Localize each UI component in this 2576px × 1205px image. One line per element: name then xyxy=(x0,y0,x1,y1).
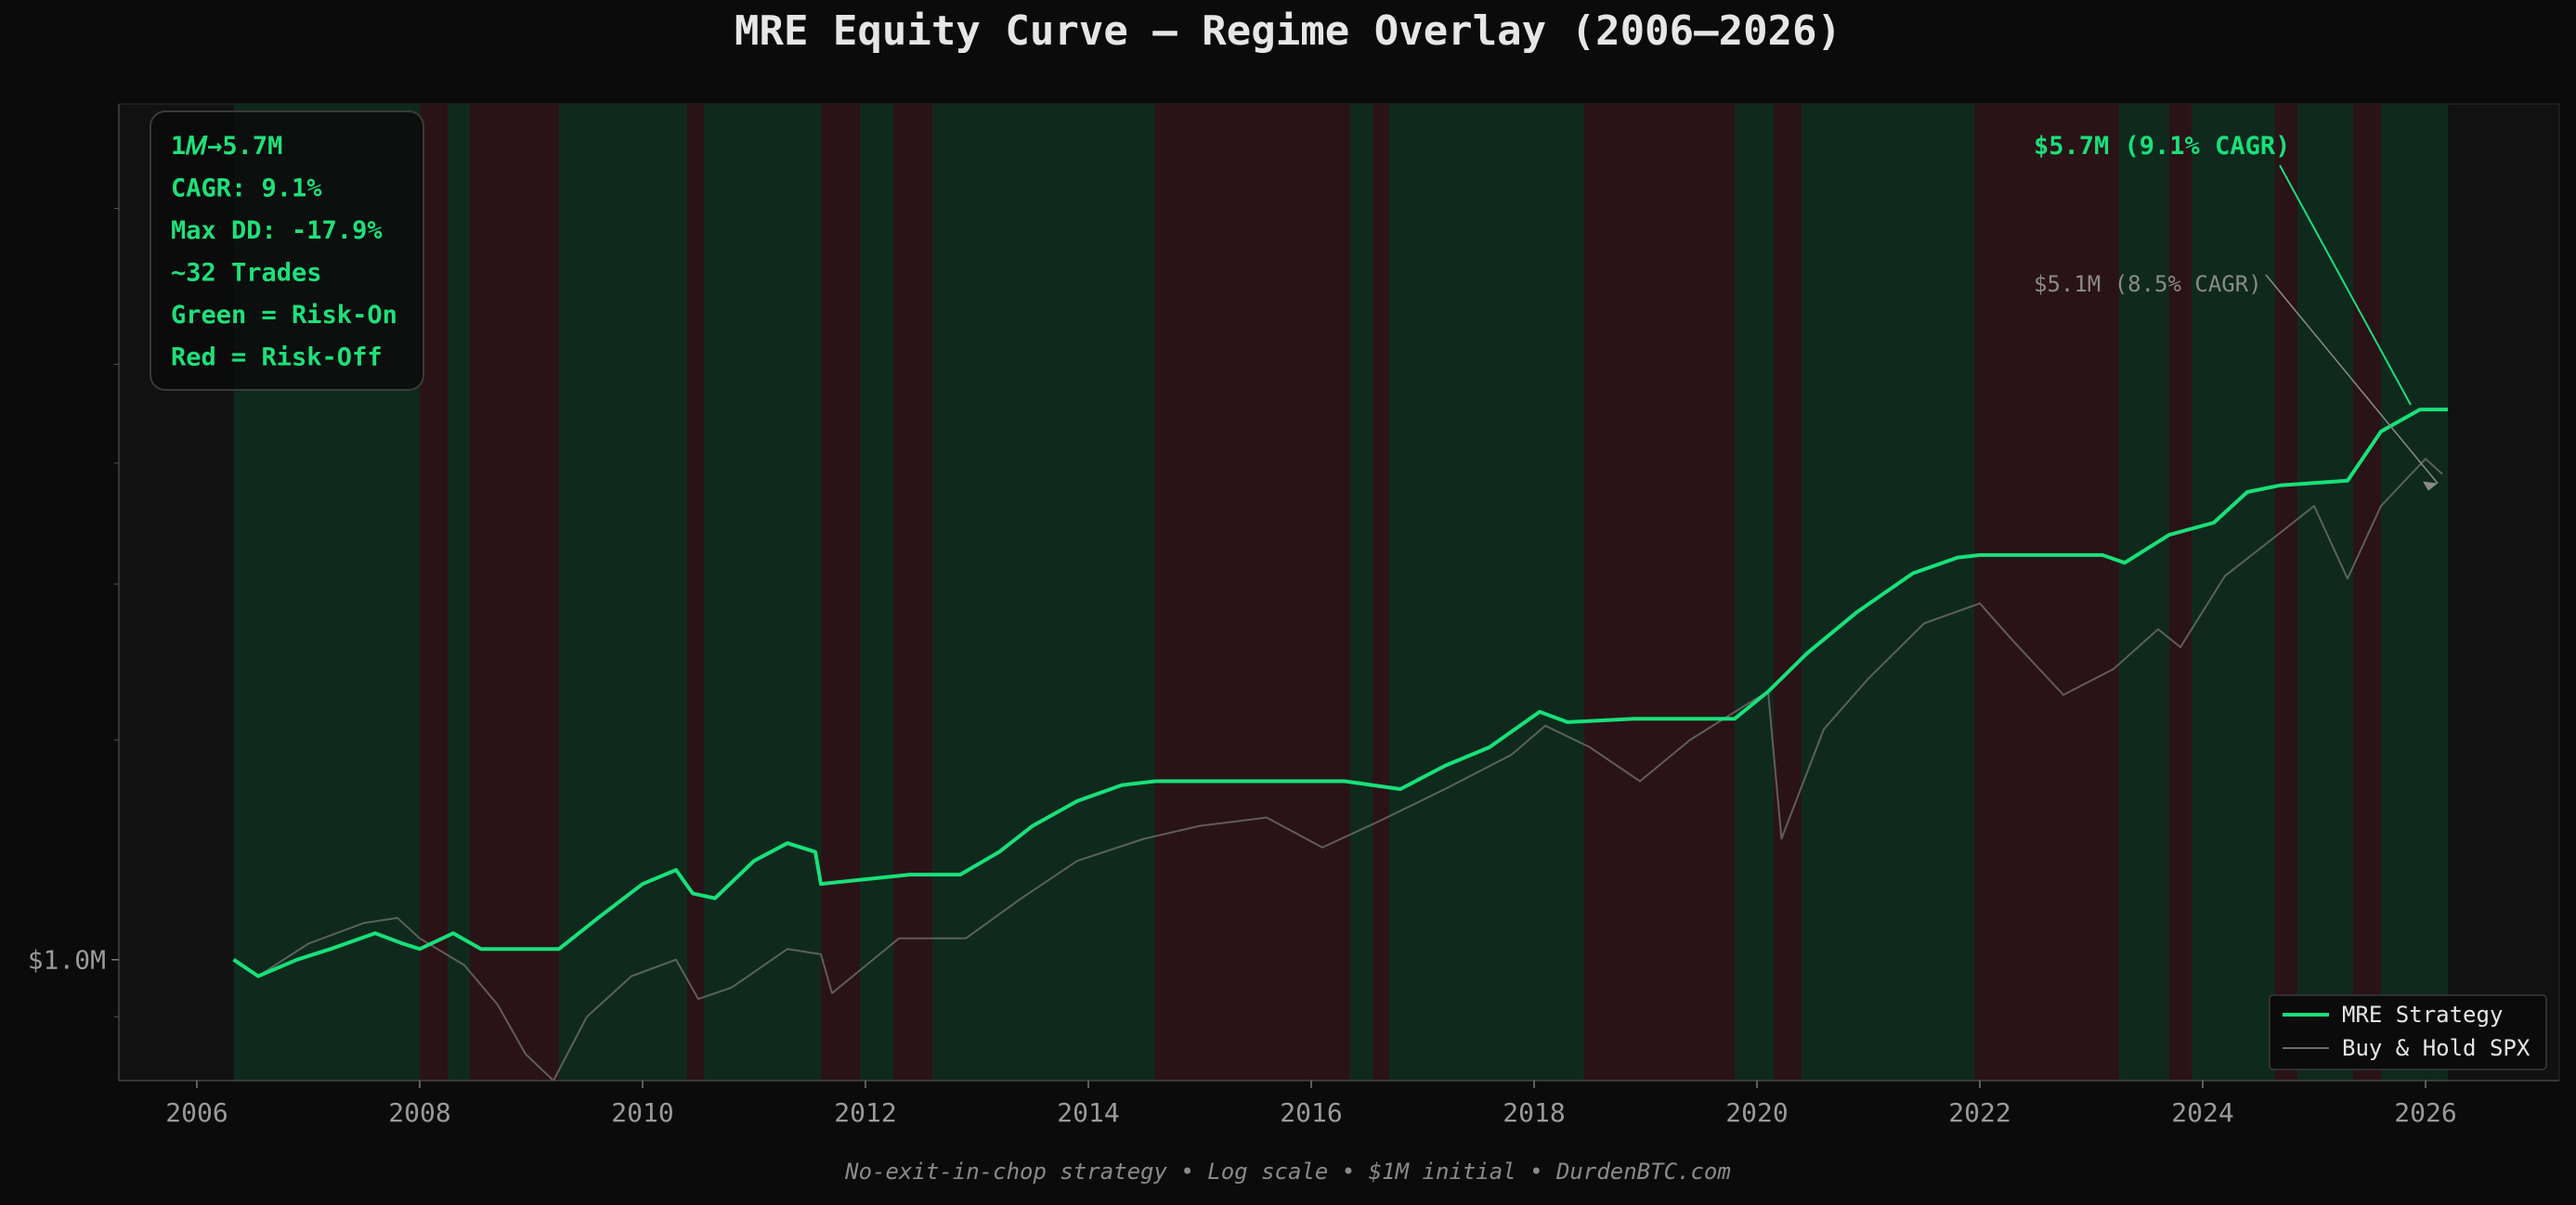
x-tick-label: 2014 xyxy=(1057,1097,1119,1128)
buy-hold-spx-line xyxy=(233,458,2443,1082)
regime-band-risk-off xyxy=(1974,104,2119,1081)
regime-band-risk-on xyxy=(704,104,821,1081)
regime-band-risk-on xyxy=(2297,104,2353,1081)
stats-box-frame xyxy=(150,110,424,391)
x-tick-label: 2008 xyxy=(388,1097,450,1128)
regime-band-risk-off xyxy=(2275,104,2297,1081)
y-tick-label: $1.0M xyxy=(28,945,106,976)
regime-band-risk-on xyxy=(860,104,893,1081)
x-tick-label: 2018 xyxy=(1503,1097,1565,1128)
legend-label: Buy & Hold SPX xyxy=(2342,1035,2530,1061)
x-tick-label: 2022 xyxy=(1948,1097,2010,1128)
annotation-spx-arrow xyxy=(2265,274,2439,485)
stats-line: Green = Risk-On xyxy=(171,301,397,330)
chart-title: MRE Equity Curve — Regime Overlay (2006–… xyxy=(734,7,1842,55)
legend-frame xyxy=(2269,994,2547,1070)
chart-footer: No-exit-in-chop strategy • Log scale • $… xyxy=(845,1159,1731,1185)
annotation-mre-arrow xyxy=(2279,164,2412,406)
series-lines xyxy=(232,408,2449,1082)
regime-band-risk-on xyxy=(1735,104,1774,1081)
regime-band-risk-off xyxy=(470,104,559,1081)
regime-band-risk-off xyxy=(893,104,932,1081)
stats-line: Max DD: -17.9% xyxy=(171,216,383,245)
x-tick-label: 2010 xyxy=(611,1097,673,1128)
regime-band-risk-off xyxy=(821,104,860,1081)
legend-label: MRE Strategy xyxy=(2342,1002,2503,1028)
regime-band-risk-on xyxy=(2381,104,2448,1081)
regime-bands xyxy=(233,104,2448,1081)
annotation-spx-final: $5.1M (8.5% CAGR) xyxy=(2034,271,2262,297)
regime-band-risk-off xyxy=(1155,104,1350,1081)
x-tick-label: 2024 xyxy=(2171,1097,2233,1128)
regime-band-risk-on xyxy=(1350,104,1373,1081)
x-tick-label: 2026 xyxy=(2394,1097,2456,1128)
annotation-spx-arrowhead xyxy=(2423,481,2438,491)
x-tick-label: 2006 xyxy=(165,1097,228,1128)
regime-band-risk-on xyxy=(559,104,687,1081)
annotations: $5.7M (9.1% CAGR) $5.1M (8.5% CAGR) xyxy=(2034,132,2439,491)
regime-band-risk-off xyxy=(2353,104,2381,1081)
regime-band-risk-off xyxy=(1373,104,1389,1081)
regime-band-risk-on xyxy=(2192,104,2275,1081)
stats-box: 1𝑀→5.7M CAGR: 9.1% Max DD: -17.9% ~32 Trade… xyxy=(150,110,424,391)
regime-band-risk-off xyxy=(2169,104,2192,1081)
annotation-mre-final: $5.7M (9.1% CAGR) xyxy=(2034,132,2290,161)
regime-band-risk-on xyxy=(2119,104,2169,1081)
x-tick-label: 2016 xyxy=(1280,1097,1342,1128)
x-tick-label: 2020 xyxy=(1725,1097,1788,1128)
regime-band-risk-on xyxy=(1389,104,1584,1081)
x-tick-label: 2012 xyxy=(834,1097,896,1128)
legend: MRE Strategy Buy & Hold SPX xyxy=(2269,994,2547,1070)
regime-band-risk-off xyxy=(1584,104,1735,1081)
regime-band-risk-off xyxy=(1774,104,1802,1081)
stats-line: ~32 Trades xyxy=(171,259,322,288)
regime-band-risk-on xyxy=(448,104,470,1081)
axes: 2006 2008 2010 2012 2014 2016 2018 2020 2022 2024… xyxy=(28,104,2559,1128)
stats-line: CAGR: 9.1% xyxy=(171,175,322,203)
stats-line: 1𝑀→5.7M xyxy=(171,132,282,161)
stats-line: Red = Risk-Off xyxy=(171,343,383,372)
regime-band-risk-off xyxy=(687,104,704,1081)
regime-band-risk-on xyxy=(932,104,1155,1081)
